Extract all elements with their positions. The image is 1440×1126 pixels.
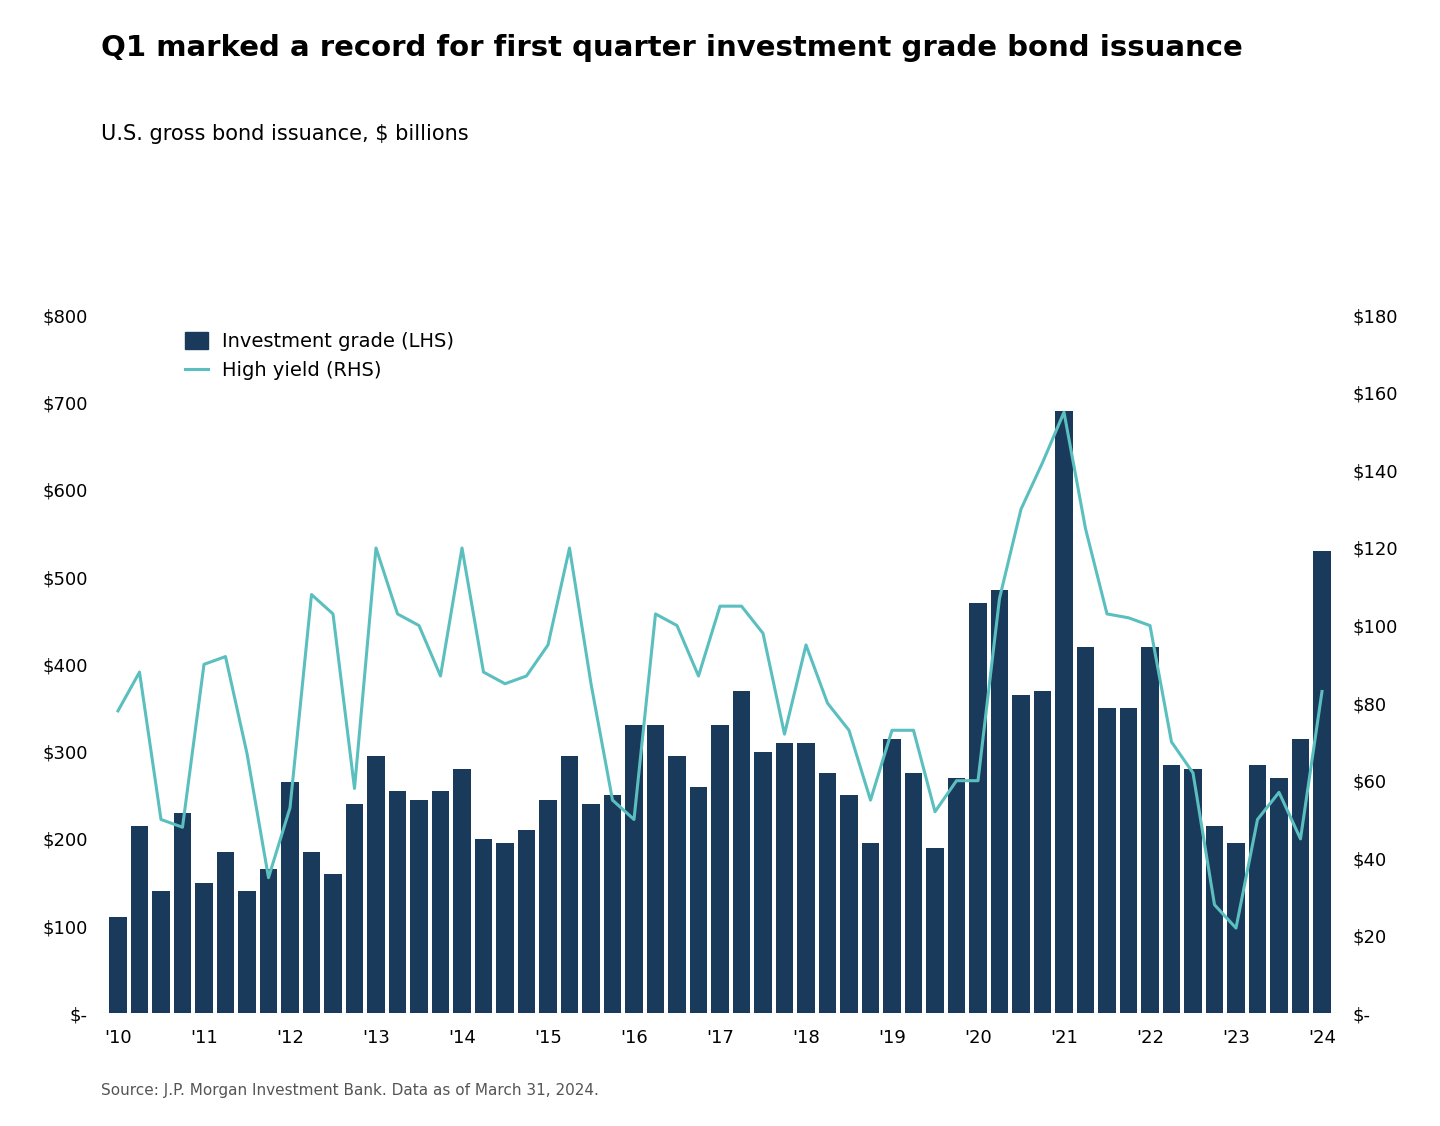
Bar: [1227, 843, 1244, 1013]
Bar: [1012, 695, 1030, 1013]
Bar: [883, 739, 900, 1013]
Bar: [582, 804, 599, 1013]
Bar: [926, 848, 943, 1013]
Bar: [1099, 708, 1116, 1013]
Bar: [1142, 646, 1159, 1013]
Bar: [819, 774, 837, 1013]
Bar: [690, 787, 707, 1013]
Bar: [1164, 765, 1181, 1013]
Bar: [131, 825, 148, 1013]
Bar: [969, 604, 986, 1013]
Bar: [497, 843, 514, 1013]
Bar: [281, 783, 298, 1013]
Bar: [389, 790, 406, 1013]
Bar: [432, 790, 449, 1013]
Bar: [1313, 551, 1331, 1013]
Bar: [302, 852, 320, 1013]
Bar: [217, 852, 235, 1013]
Bar: [647, 725, 664, 1013]
Bar: [991, 590, 1008, 1013]
Bar: [109, 918, 127, 1013]
Bar: [1120, 708, 1138, 1013]
Bar: [798, 743, 815, 1013]
Text: U.S. gross bond issuance, $ billions: U.S. gross bond issuance, $ billions: [101, 124, 468, 144]
Bar: [625, 725, 642, 1013]
Bar: [863, 843, 878, 1013]
Bar: [1248, 765, 1266, 1013]
Bar: [153, 892, 170, 1013]
Bar: [174, 813, 192, 1013]
Text: Source: J.P. Morgan Investment Bank. Data as of March 31, 2024.: Source: J.P. Morgan Investment Bank. Dat…: [101, 1083, 599, 1098]
Bar: [562, 756, 577, 1013]
Bar: [1292, 739, 1309, 1013]
Bar: [948, 778, 965, 1013]
Bar: [454, 769, 471, 1013]
Bar: [904, 774, 922, 1013]
Bar: [475, 839, 492, 1013]
Bar: [668, 756, 685, 1013]
Bar: [1034, 690, 1051, 1013]
Bar: [346, 804, 363, 1013]
Legend: Investment grade (LHS), High yield (RHS): Investment grade (LHS), High yield (RHS): [184, 332, 454, 381]
Bar: [540, 799, 557, 1013]
Bar: [239, 892, 256, 1013]
Bar: [603, 795, 621, 1013]
Bar: [841, 795, 858, 1013]
Bar: [1205, 825, 1223, 1013]
Bar: [324, 874, 341, 1013]
Text: Q1 marked a record for first quarter investment grade bond issuance: Q1 marked a record for first quarter inv…: [101, 34, 1243, 62]
Bar: [196, 883, 213, 1013]
Bar: [1270, 778, 1287, 1013]
Bar: [367, 756, 384, 1013]
Bar: [711, 725, 729, 1013]
Bar: [518, 830, 536, 1013]
Bar: [1077, 646, 1094, 1013]
Bar: [755, 752, 772, 1013]
Bar: [776, 743, 793, 1013]
Bar: [1056, 411, 1073, 1013]
Bar: [259, 869, 276, 1013]
Bar: [733, 690, 750, 1013]
Bar: [1185, 769, 1201, 1013]
Bar: [410, 799, 428, 1013]
